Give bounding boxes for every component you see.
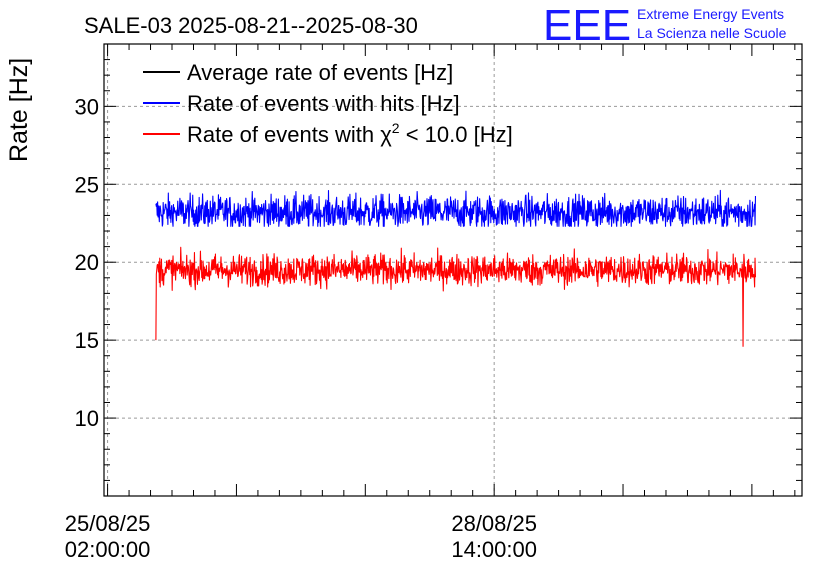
legend-chi2-prefix: Rate of events with <box>187 122 380 147</box>
chart-title: SALE-03 2025-08-21--2025-08-30 <box>84 13 418 38</box>
legend-label-hits: Rate of events with hits [Hz] <box>187 91 460 116</box>
legend-label-average: Average rate of events [Hz] <box>187 60 453 85</box>
legend-chi2-suffix: < 10.0 [Hz] <box>400 122 513 147</box>
x-tick-label-time: 14:00:00 <box>451 537 537 562</box>
legend: Average rate of events [Hz] Rate of even… <box>143 60 513 147</box>
series-line-2 <box>155 246 757 347</box>
y-tick-label: 25 <box>75 172 99 197</box>
x-tick-label-date: 25/08/25 <box>65 511 151 536</box>
y-axis-label: Rate [Hz] <box>5 58 33 162</box>
y-tick-label: 20 <box>75 250 99 275</box>
logo-line1: Extreme Energy Events <box>637 6 784 22</box>
axis-ticks <box>104 43 802 496</box>
plot-frame <box>103 43 803 497</box>
legend-label-chi2: Rate of events with χ2 < 10.0 [Hz] <box>187 120 513 147</box>
y-tick-label: 10 <box>75 406 99 431</box>
series-line-1 <box>155 189 757 227</box>
y-tick-label: 15 <box>75 328 99 353</box>
logo-line2: La Scienza nelle Scuole <box>637 25 787 41</box>
logo-mark: EEE <box>543 1 631 50</box>
legend-chi2-symbol: χ <box>380 122 392 147</box>
legend-chi2-sup: 2 <box>392 120 400 136</box>
eee-logo: EEE Extreme Energy Events La Scienza nel… <box>543 1 787 50</box>
x-tick-label-date: 28/08/25 <box>451 511 537 536</box>
y-tick-label: 30 <box>75 94 99 119</box>
series-group <box>155 189 757 347</box>
x-tick-label-time: 02:00:00 <box>65 537 151 562</box>
